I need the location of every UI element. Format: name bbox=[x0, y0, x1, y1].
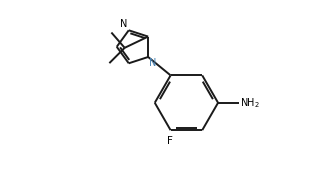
Text: F: F bbox=[167, 136, 173, 146]
Text: NH$_2$: NH$_2$ bbox=[240, 96, 260, 110]
Text: N: N bbox=[149, 58, 157, 68]
Text: N: N bbox=[120, 19, 127, 29]
